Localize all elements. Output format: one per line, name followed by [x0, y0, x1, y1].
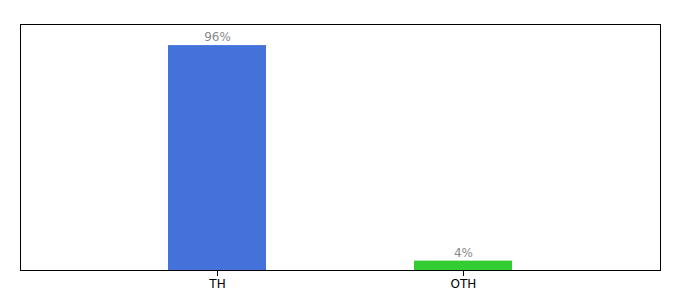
svg-text:4%: 4%: [454, 246, 473, 260]
svg-text:96%: 96%: [204, 30, 231, 44]
svg-text:OTH: OTH: [451, 277, 477, 291]
svg-text:TH: TH: [208, 277, 225, 291]
